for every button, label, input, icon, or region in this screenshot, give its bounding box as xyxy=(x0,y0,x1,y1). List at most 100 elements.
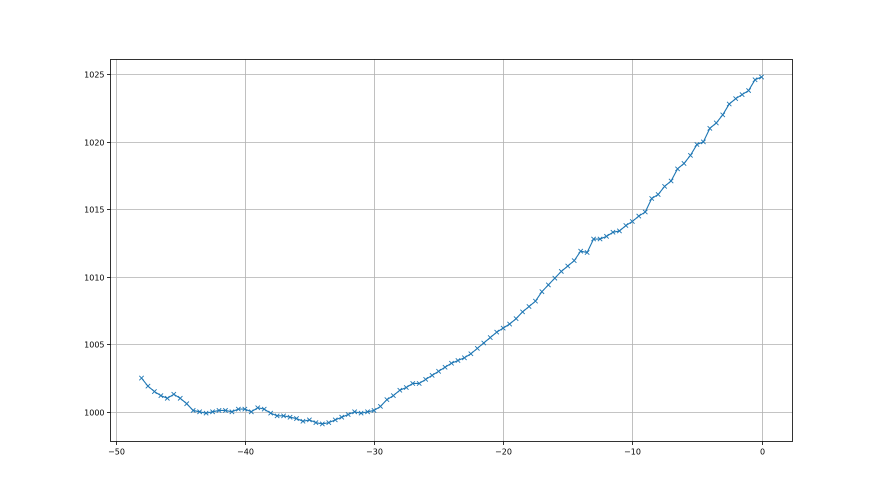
data-point-marker xyxy=(319,421,325,427)
data-point-marker xyxy=(177,395,183,401)
data-point-marker xyxy=(197,409,203,415)
data-point-marker xyxy=(687,152,693,158)
data-point-marker xyxy=(448,360,455,366)
data-point-marker xyxy=(623,223,629,229)
ticks: −50 −40 −30 −20 −10 0 1000 1005 1010 1015 1020 1025 xyxy=(84,71,765,457)
series xyxy=(138,74,765,427)
data-point-marker xyxy=(629,218,635,224)
data-point-marker xyxy=(616,228,622,234)
data-point-marker xyxy=(403,384,409,391)
data-point-marker xyxy=(494,329,500,335)
data-point-marker xyxy=(700,139,706,145)
data-point-marker xyxy=(138,375,145,381)
data-point-marker xyxy=(203,410,209,416)
data-point-marker xyxy=(578,248,584,254)
data-point-marker xyxy=(532,298,538,304)
data-point-marker xyxy=(565,263,571,269)
data-point-marker xyxy=(526,303,532,310)
data-point-marker xyxy=(707,125,713,131)
data-point-marker xyxy=(442,364,448,370)
data-point-marker xyxy=(352,409,358,415)
data-point-marker xyxy=(332,417,338,423)
data-point-marker xyxy=(248,409,254,415)
data-point-marker xyxy=(371,407,377,413)
data-point-marker xyxy=(507,321,513,327)
data-point-marker xyxy=(468,351,474,357)
data-point-marker xyxy=(681,160,687,166)
data-point-marker xyxy=(610,229,616,235)
data-point-marker xyxy=(552,275,558,281)
x-tick-label: −20 xyxy=(495,448,512,457)
grid xyxy=(110,59,793,442)
data-point-marker xyxy=(720,112,726,118)
data-point-marker xyxy=(423,376,429,382)
x-tick-label: −50 xyxy=(108,448,125,457)
data-point-marker xyxy=(487,335,493,341)
data-point-marker xyxy=(545,282,551,288)
data-point-marker xyxy=(500,325,506,331)
data-point-marker xyxy=(461,355,467,361)
data-point-marker xyxy=(268,410,274,416)
data-point-marker xyxy=(584,250,590,256)
y-tick-label: 1020 xyxy=(84,139,104,148)
data-point-marker xyxy=(597,236,603,242)
data-point-marker xyxy=(171,391,177,397)
y-tick-label: 1005 xyxy=(84,341,104,350)
data-point-marker xyxy=(397,387,403,393)
data-point-marker xyxy=(326,420,332,426)
y-tick-label: 1000 xyxy=(84,409,104,418)
data-point-marker xyxy=(377,403,383,409)
data-point-marker xyxy=(520,309,526,315)
data-point-marker xyxy=(151,389,157,395)
data-point-marker xyxy=(642,209,648,215)
data-point-marker xyxy=(145,383,151,389)
data-point-marker xyxy=(668,178,674,184)
data-point-marker xyxy=(210,409,216,415)
data-point-marker xyxy=(758,74,765,80)
y-tick-label: 1010 xyxy=(84,274,104,283)
y-tick-label: 1025 xyxy=(84,71,104,80)
data-point-marker xyxy=(713,120,719,126)
data-point-marker xyxy=(636,213,642,219)
data-point-marker xyxy=(662,183,668,189)
data-point-marker xyxy=(242,406,248,412)
data-point-marker xyxy=(345,411,351,418)
data-point-marker xyxy=(752,77,758,83)
data-point-marker xyxy=(184,401,190,407)
data-point-marker xyxy=(313,420,319,426)
data-point-marker xyxy=(255,405,261,411)
data-point-marker xyxy=(603,233,610,239)
data-point-marker xyxy=(455,357,461,364)
data-point-marker xyxy=(365,409,371,415)
series-line xyxy=(141,76,762,425)
data-point-marker xyxy=(649,196,655,202)
data-point-marker xyxy=(164,395,170,401)
data-point-marker xyxy=(481,340,487,346)
x-tick-label: −10 xyxy=(624,448,641,457)
data-point-marker xyxy=(571,258,577,264)
data-point-marker xyxy=(513,316,519,322)
data-point-marker xyxy=(694,142,700,148)
data-point-marker xyxy=(591,236,597,242)
data-point-marker xyxy=(216,407,222,413)
data-point-marker xyxy=(726,101,732,107)
data-point-marker xyxy=(358,410,364,416)
data-point-marker xyxy=(558,268,564,274)
data-point-marker xyxy=(436,368,442,374)
data-point-marker xyxy=(306,417,312,423)
data-point-marker xyxy=(274,413,280,419)
data-point-marker xyxy=(739,92,745,98)
data-point-marker xyxy=(675,166,681,172)
data-point-marker xyxy=(158,393,164,399)
data-point-marker xyxy=(339,414,345,420)
data-point-marker xyxy=(655,191,661,198)
data-point-marker xyxy=(474,345,480,351)
data-point-marker xyxy=(222,407,228,413)
x-tick-label: −30 xyxy=(366,448,383,457)
data-point-marker xyxy=(733,96,739,102)
data-point-marker xyxy=(281,413,287,419)
data-point-marker xyxy=(300,418,306,424)
data-point-marker xyxy=(539,289,545,295)
plot-frame xyxy=(110,59,793,442)
